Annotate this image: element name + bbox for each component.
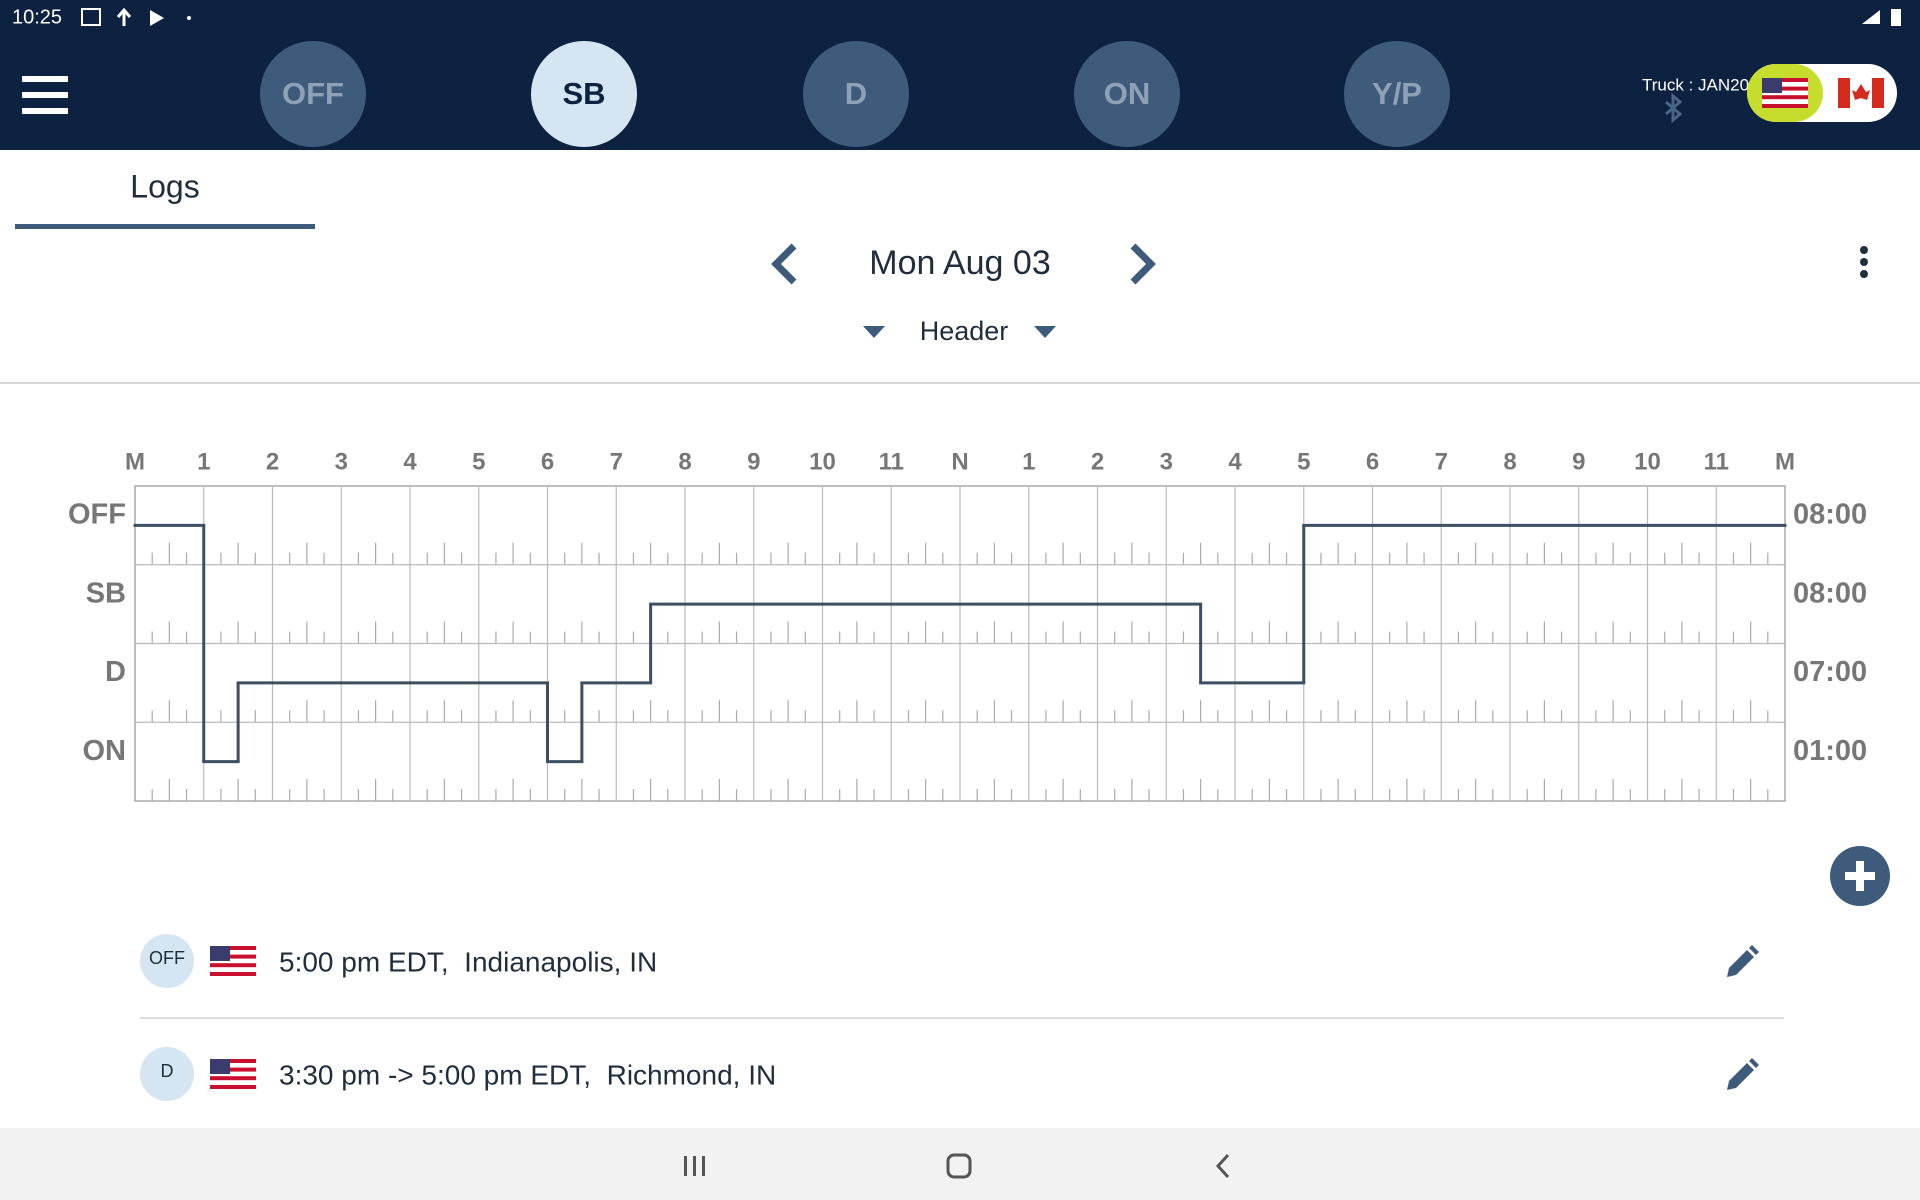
home-button[interactable] xyxy=(946,1153,972,1179)
hour-label: 3 xyxy=(335,448,348,475)
battery-icon xyxy=(1891,9,1901,26)
hour-label: 4 xyxy=(403,448,417,475)
divider xyxy=(140,1017,1784,1019)
duty-label: OFF xyxy=(282,76,344,111)
hour-label: 8 xyxy=(1503,448,1516,475)
hour-label: 1 xyxy=(197,448,210,475)
hour-label: 6 xyxy=(541,448,554,475)
hour-label: 7 xyxy=(1435,448,1448,475)
status-icon xyxy=(150,10,164,26)
status-total: 08:00 xyxy=(1793,577,1867,609)
hour-label: N xyxy=(951,448,968,475)
hour-label: 11 xyxy=(1704,448,1729,475)
status-badge xyxy=(140,1047,194,1101)
hour-label: 4 xyxy=(1228,448,1242,475)
us-flag xyxy=(210,946,256,976)
duty-button[interactable] xyxy=(1344,41,1450,147)
hour-label: 9 xyxy=(1572,448,1585,475)
hour-label: 2 xyxy=(266,448,279,475)
add-button[interactable] xyxy=(1830,846,1890,906)
status-icon xyxy=(187,16,191,20)
hour-label: 6 xyxy=(1366,448,1379,475)
entry-text: 5:00 pm EDT, Indianapolis, IN xyxy=(279,946,657,977)
hour-label: M xyxy=(125,448,145,475)
hour-label: 3 xyxy=(1160,448,1173,475)
clock: 10:25 xyxy=(12,6,62,28)
duty-button[interactable] xyxy=(531,41,637,147)
prev-day[interactable] xyxy=(771,243,797,285)
more-menu[interactable] xyxy=(1860,246,1868,278)
duty-label: D xyxy=(845,76,867,111)
bluetooth-icon xyxy=(1665,92,1683,124)
expand-right[interactable] xyxy=(1034,326,1056,338)
duty-button[interactable] xyxy=(1074,41,1180,147)
hour-label: 8 xyxy=(678,448,691,475)
us-flag xyxy=(1762,78,1808,108)
status-icon xyxy=(116,7,132,26)
wifi-icon xyxy=(1862,10,1880,24)
nav-bar xyxy=(0,1128,1920,1200)
canada-flag xyxy=(1838,78,1884,108)
hour-label: 5 xyxy=(1297,448,1310,475)
expand-left[interactable] xyxy=(863,326,885,338)
hour-label: M xyxy=(1775,448,1795,475)
duty-label: SB xyxy=(562,76,605,111)
truck-label: Truck : JAN20 xyxy=(1642,75,1749,94)
status-label: ON xyxy=(83,735,127,767)
status-badge-label: OFF xyxy=(149,948,185,968)
status-label: D xyxy=(105,656,126,688)
status-total: 01:00 xyxy=(1793,735,1867,767)
date-label: Mon Aug 03 xyxy=(869,244,1050,282)
hour-label: 5 xyxy=(472,448,485,475)
hour-label: 2 xyxy=(1091,448,1104,475)
edit-button[interactable] xyxy=(1727,945,1759,977)
hour-label: 10 xyxy=(1634,448,1661,475)
logs-tab[interactable]: Logs xyxy=(130,168,199,204)
duty-label: ON xyxy=(1104,76,1151,111)
status-total: 07:00 xyxy=(1793,656,1867,688)
duty-button[interactable] xyxy=(803,41,909,147)
status-icon xyxy=(81,8,101,26)
status-total: 08:00 xyxy=(1793,499,1867,531)
status-badge-label: D xyxy=(161,1061,174,1081)
status-label: OFF xyxy=(68,499,126,531)
next-day[interactable] xyxy=(1130,243,1156,285)
status-label: SB xyxy=(86,577,126,609)
us-flag xyxy=(210,1059,256,1089)
duty-button[interactable] xyxy=(260,41,366,147)
hour-label: 7 xyxy=(610,448,623,475)
hour-label: 1 xyxy=(1022,448,1035,475)
menu-button[interactable] xyxy=(22,76,68,114)
hour-label: 11 xyxy=(879,448,904,475)
hour-label: 9 xyxy=(747,448,760,475)
status-badge xyxy=(140,934,194,988)
header-toggle[interactable]: Header xyxy=(920,316,1009,346)
tab-indicator xyxy=(15,224,315,229)
entry-text: 3:30 pm -> 5:00 pm EDT, Richmond, IN xyxy=(279,1059,776,1090)
back-button[interactable] xyxy=(1215,1153,1230,1179)
duty-label: Y/P xyxy=(1372,76,1422,111)
divider xyxy=(0,382,1920,384)
edit-button[interactable] xyxy=(1727,1058,1759,1090)
recent-apps[interactable] xyxy=(684,1156,705,1176)
hour-label: 10 xyxy=(809,448,836,475)
